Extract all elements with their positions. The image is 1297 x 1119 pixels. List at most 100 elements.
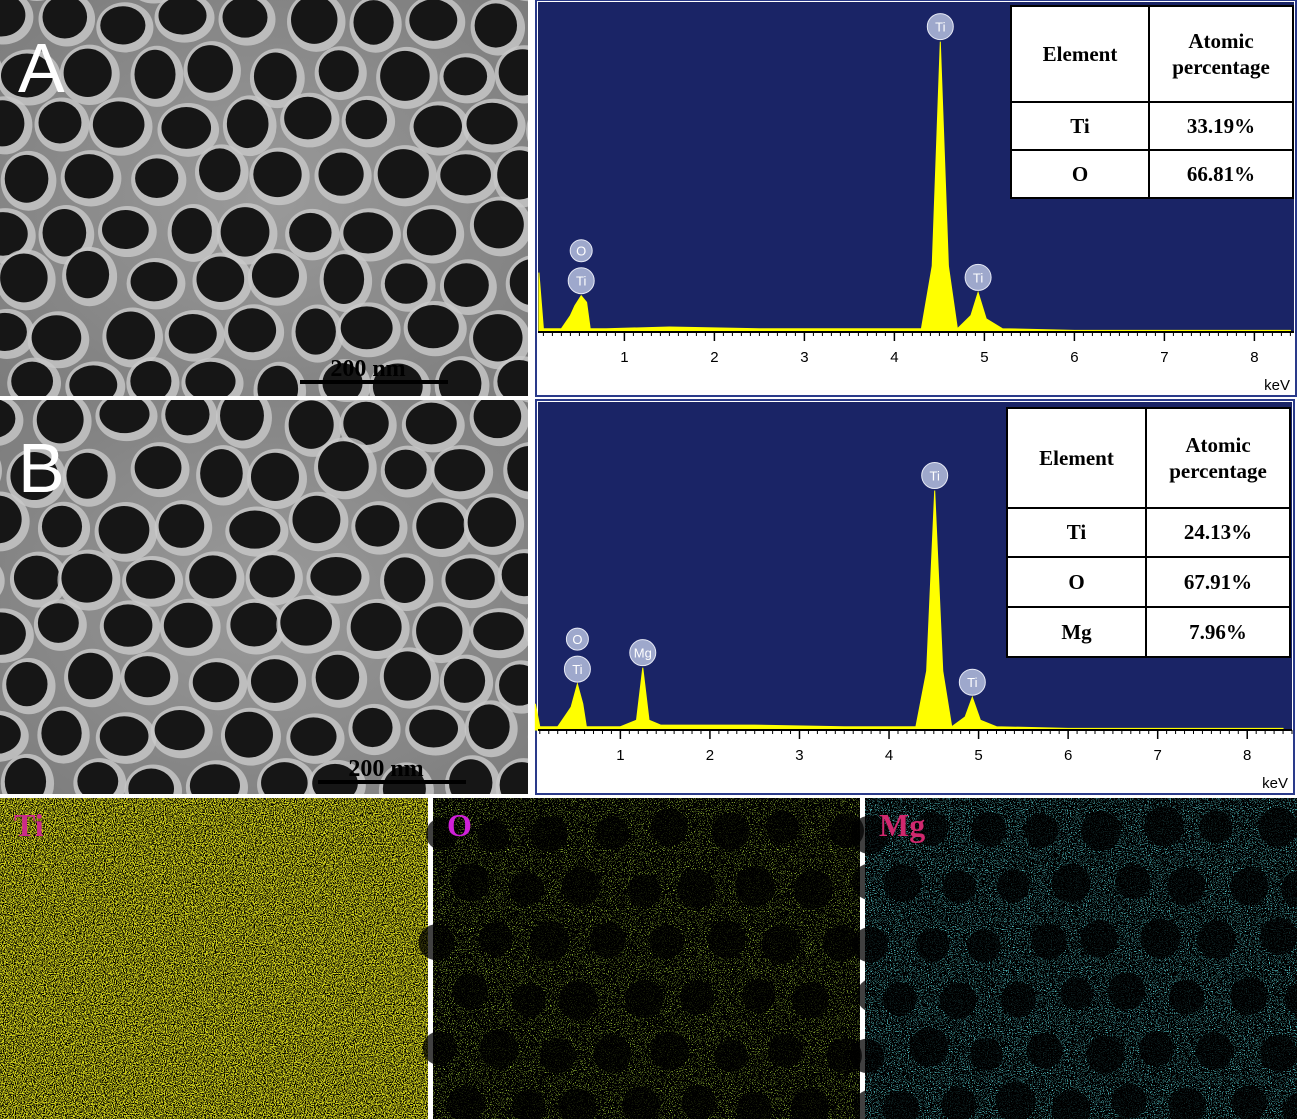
- pore: [413, 105, 462, 148]
- pore-shadow: [971, 811, 1007, 847]
- pore-shadow: [939, 982, 977, 1020]
- pore: [443, 658, 486, 703]
- pore: [291, 0, 338, 44]
- peak-marker: [921, 462, 949, 490]
- pore: [0, 612, 26, 655]
- pore-rim: [0, 566, 5, 595]
- pore: [284, 96, 332, 140]
- pore: [322, 363, 363, 396]
- peak-label: Mg: [634, 646, 652, 661]
- pore: [384, 557, 426, 604]
- pore-shadow: [622, 1086, 660, 1119]
- pore: [340, 306, 393, 350]
- pore: [440, 154, 491, 196]
- pore: [222, 0, 268, 38]
- pore: [4, 757, 47, 794]
- pore: [66, 250, 110, 299]
- pore-shadow: [531, 815, 568, 853]
- pore: [253, 151, 302, 198]
- pore: [11, 361, 54, 396]
- pore-shadow: [529, 921, 570, 961]
- pore: [250, 659, 299, 704]
- pore: [0, 253, 48, 303]
- pore: [224, 711, 273, 758]
- pore: [196, 256, 245, 302]
- pore: [310, 557, 362, 596]
- pore: [77, 762, 119, 794]
- x-tick-label: 3: [795, 747, 803, 764]
- peak-label: O: [572, 632, 582, 647]
- pore-shadow: [735, 866, 775, 907]
- pore: [352, 707, 393, 748]
- pore-shadow: [1140, 918, 1181, 959]
- pore: [315, 654, 360, 700]
- pore: [124, 656, 171, 698]
- pore-rim: [335, 400, 359, 403]
- pore-shadow: [966, 929, 1001, 963]
- pore: [185, 361, 236, 396]
- x-tick-label: 4: [890, 349, 898, 366]
- table-cell: 33.19%: [1148, 101, 1294, 151]
- pore-shadow: [823, 925, 859, 961]
- pore: [473, 400, 522, 439]
- pore-shadow: [714, 1039, 748, 1073]
- pore: [295, 308, 336, 355]
- peak-marker: [569, 239, 593, 263]
- peak-marker: [964, 263, 992, 291]
- pore-shadow: [509, 871, 544, 906]
- pore: [443, 57, 488, 96]
- composition-table: Element Atomic percentage Ti 33.19% O 66.81…: [1010, 5, 1294, 199]
- pore-shadow: [478, 921, 513, 956]
- pore-shadow: [761, 924, 801, 964]
- table-cell: Ti: [1010, 101, 1150, 151]
- pore: [187, 45, 233, 93]
- pore: [130, 361, 172, 396]
- pore: [69, 365, 118, 396]
- pore-shadow: [681, 1085, 716, 1119]
- pore-shadow: [970, 1038, 1003, 1071]
- pore: [41, 505, 83, 548]
- pore-shadow: [512, 1089, 546, 1119]
- pore-shadow: [650, 808, 688, 846]
- table-cell: Ti: [1006, 506, 1147, 559]
- pore: [38, 101, 82, 144]
- panel-label: A: [18, 29, 65, 107]
- pore-shadow: [477, 819, 510, 852]
- pore: [126, 559, 176, 599]
- pore-shadow: [942, 870, 976, 904]
- pore: [99, 716, 149, 756]
- pore: [168, 313, 217, 354]
- peak-label: Ti: [572, 662, 582, 677]
- pore-shadow: [882, 982, 917, 1017]
- pore: [501, 553, 528, 597]
- pore-shadow: [1199, 810, 1233, 844]
- pore: [406, 209, 457, 256]
- pore: [318, 152, 364, 196]
- sem-image: A 200 nm: [0, 0, 528, 396]
- pore: [226, 99, 269, 149]
- pore-shadow: [1060, 977, 1093, 1010]
- pore: [292, 495, 341, 544]
- pore: [36, 400, 84, 444]
- pore: [158, 504, 205, 548]
- x-tick-label: 2: [706, 747, 714, 764]
- x-tick-label: 7: [1160, 349, 1168, 366]
- table-header: Atomic percentage: [1148, 5, 1294, 103]
- table-header: Element: [1010, 5, 1150, 103]
- pore: [13, 555, 60, 600]
- pore: [228, 308, 277, 353]
- pore-shadow: [1231, 1085, 1267, 1119]
- pore: [318, 441, 369, 492]
- pore-shadow: [711, 812, 750, 851]
- pore: [353, 0, 394, 45]
- x-tick-label: 6: [1064, 747, 1072, 764]
- pore: [102, 209, 149, 250]
- pore: [509, 259, 528, 305]
- table-cell: Mg: [1006, 606, 1147, 658]
- pore-shadow: [447, 1085, 485, 1119]
- table-cell: 66.81%: [1148, 149, 1294, 199]
- pore-rim: [521, 400, 528, 403]
- pore-shadow: [512, 983, 546, 1018]
- peak-marker: [958, 668, 986, 696]
- pore: [130, 261, 178, 302]
